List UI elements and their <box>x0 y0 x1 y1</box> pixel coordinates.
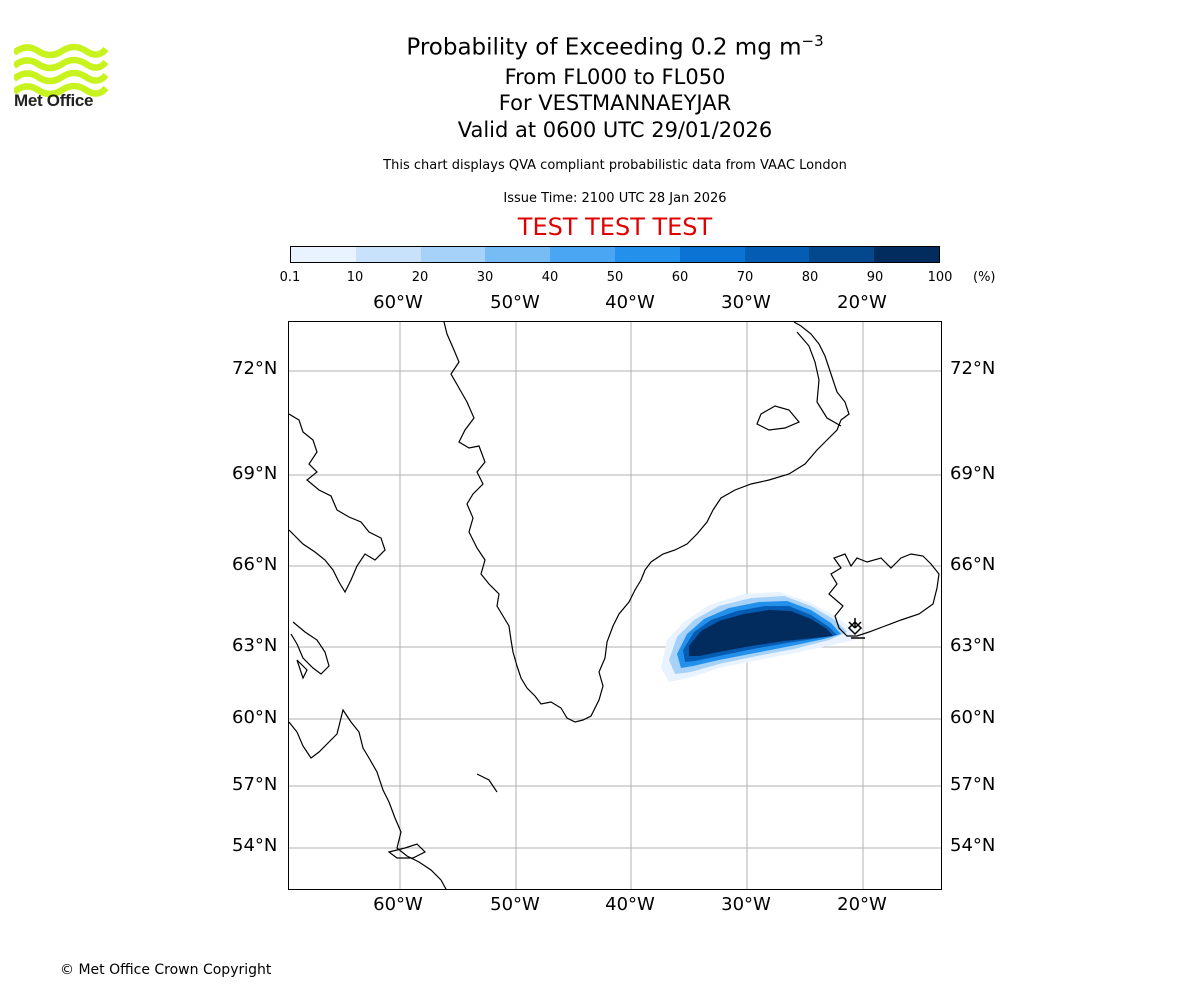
lat-label-left: 57°N <box>232 774 278 795</box>
colorbar-tick-label: 50 <box>606 270 624 285</box>
colorbar-segment <box>874 247 939 262</box>
location-title: For VESTMANNAEYJAR <box>498 91 732 115</box>
lon-label-top: 50°W <box>490 292 540 313</box>
lat-label-right: 60°N <box>950 707 996 728</box>
lat-label-right: 72°N <box>950 358 996 379</box>
vestmannaeyjar-marker <box>847 618 865 639</box>
met-office-logo <box>14 43 108 98</box>
subtitle: This chart displays QVA compliant probab… <box>383 158 847 173</box>
colorbar-tick-label: 30 <box>476 270 494 285</box>
colorbar-segment <box>679 247 745 262</box>
colorbar-segment <box>355 247 421 262</box>
colorbar-tick-label: 70 <box>736 270 754 285</box>
lat-label-left: 69°N <box>232 463 278 484</box>
colorbar-tick-label: 80 <box>801 270 819 285</box>
lon-label-top: 40°W <box>605 292 655 313</box>
colorbar-segment <box>614 247 680 262</box>
lat-label-right: 54°N <box>950 835 996 856</box>
colorbar-segment <box>291 247 356 262</box>
colorbar-tick-label: 0.1 <box>279 270 301 285</box>
lat-label-right: 63°N <box>950 635 996 656</box>
lat-label-left: 60°N <box>232 707 278 728</box>
lon-label-bottom: 20°W <box>837 894 887 915</box>
ash-plume <box>661 592 855 682</box>
gridlines <box>289 322 941 889</box>
lon-label-top: 60°W <box>373 292 423 313</box>
colorbar-tick-label: 60 <box>671 270 689 285</box>
issue-time: Issue Time: 2100 UTC 28 Jan 2026 <box>503 191 727 206</box>
colorbar-unit: (%) <box>973 270 996 285</box>
copyright-notice: © Met Office Crown Copyright <box>60 962 272 978</box>
colorbar-segment <box>550 247 615 262</box>
colorbar-tick-label: 20 <box>411 270 429 285</box>
coastlines <box>289 322 850 889</box>
colorbar-tick-label: 90 <box>866 270 884 285</box>
lon-label-bottom: 60°W <box>373 894 423 915</box>
logo-text: Met Office <box>14 91 94 110</box>
colorbar-segment <box>809 247 875 262</box>
lat-label-left: 72°N <box>232 358 278 379</box>
lat-label-left: 66°N <box>232 554 278 575</box>
map-svg <box>289 322 941 889</box>
chart-title: Probability of Exceeding 0.2 mg m−3 <box>406 32 824 61</box>
lat-label-right: 57°N <box>950 774 996 795</box>
lat-label-left: 54°N <box>232 835 278 856</box>
probability-colorbar <box>290 246 940 263</box>
colorbar-segment <box>420 247 486 262</box>
valid-time: Valid at 0600 UTC 29/01/2026 <box>457 118 773 142</box>
lon-label-top: 20°W <box>837 292 887 313</box>
flight-level-range: From FL000 to FL050 <box>504 65 726 89</box>
colorbar-segment <box>485 247 551 262</box>
colorbar-tick-label: 40 <box>541 270 559 285</box>
iceland-coast <box>828 553 940 637</box>
lat-label-right: 66°N <box>950 554 996 575</box>
lon-label-top: 30°W <box>721 292 771 313</box>
colorbar-tick-label: 100 <box>927 270 953 285</box>
colorbar-segment <box>744 247 810 262</box>
colorbar-tick-label: 10 <box>346 270 364 285</box>
lon-label-bottom: 40°W <box>605 894 655 915</box>
lon-label-bottom: 30°W <box>721 894 771 915</box>
lon-label-bottom: 50°W <box>490 894 540 915</box>
map-panel <box>288 321 942 890</box>
test-banner: TEST TEST TEST <box>517 213 713 241</box>
lat-label-left: 63°N <box>232 635 278 656</box>
lat-label-right: 69°N <box>950 463 996 484</box>
